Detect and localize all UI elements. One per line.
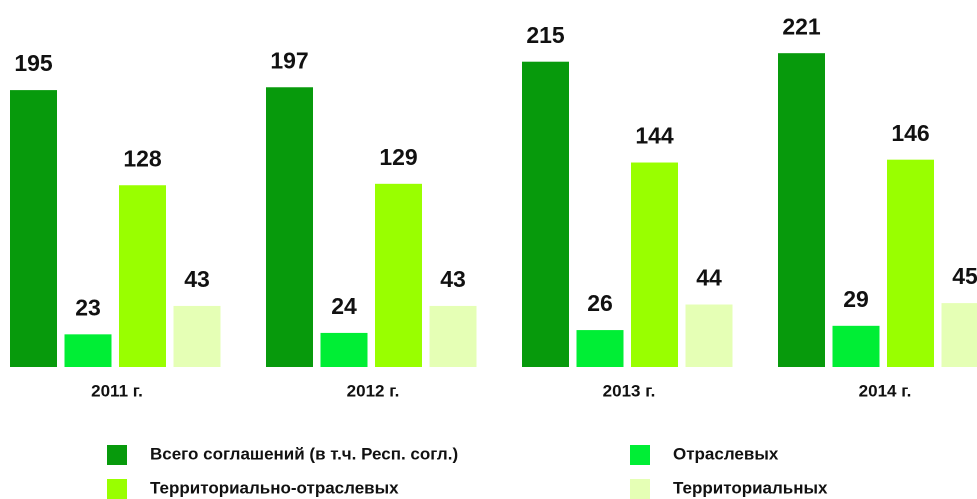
- legend-swatch: [107, 479, 127, 499]
- legend-label: Территориальных: [673, 478, 828, 497]
- legend-label: Всего соглашений (в т.ч. Респ. согл.): [150, 444, 458, 463]
- bar: [320, 332, 368, 367]
- bar: [375, 183, 422, 367]
- bar: [522, 61, 569, 367]
- value-label: 43: [440, 266, 466, 292]
- value-label: 44: [696, 265, 722, 291]
- value-label: 144: [635, 123, 674, 149]
- bar: [887, 159, 934, 367]
- value-label: 197: [270, 47, 308, 73]
- bar: [429, 305, 477, 367]
- value-label: 215: [526, 22, 565, 48]
- value-label: 26: [587, 290, 613, 316]
- value-label: 43: [184, 266, 210, 292]
- legend-label: Отраслевых: [673, 444, 779, 463]
- value-label: 128: [123, 145, 162, 171]
- x-tick-label: 2011 г.: [91, 381, 143, 400]
- bar: [64, 334, 112, 367]
- bar: [631, 162, 678, 367]
- value-label: 24: [331, 293, 357, 319]
- legend-label: Территориально-отраслевых: [150, 478, 399, 497]
- value-label: 195: [14, 50, 53, 76]
- legend-swatch: [630, 445, 650, 465]
- x-tick-label: 2014 г.: [859, 381, 912, 400]
- bar: [266, 87, 313, 367]
- bar: [173, 305, 221, 367]
- bar: [576, 330, 624, 367]
- legend-swatch: [107, 445, 127, 465]
- bar: [119, 185, 166, 367]
- value-label: 23: [75, 294, 101, 320]
- value-label: 45: [952, 263, 977, 289]
- value-label: 29: [843, 286, 869, 312]
- bar: [778, 53, 825, 368]
- bar: [832, 325, 880, 367]
- bar: [685, 304, 733, 367]
- x-tick-label: 2012 г.: [347, 381, 400, 400]
- x-tick-label: 2013 г.: [603, 381, 656, 400]
- bar: [941, 303, 977, 367]
- value-label: 221: [782, 13, 821, 39]
- bar: [10, 90, 57, 367]
- value-label: 129: [379, 144, 417, 170]
- legend-swatch: [630, 479, 650, 499]
- value-label: 146: [891, 120, 929, 146]
